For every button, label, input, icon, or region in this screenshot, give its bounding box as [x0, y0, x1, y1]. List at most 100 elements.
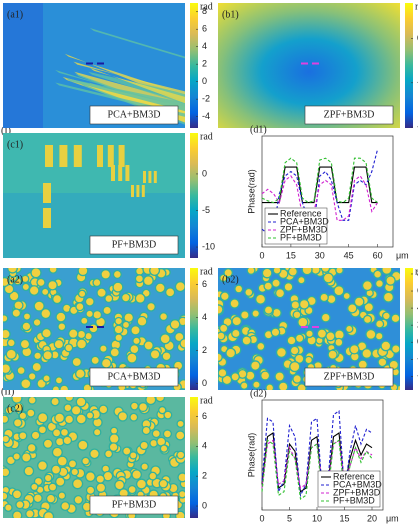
- cell: [104, 294, 114, 304]
- cell: [43, 473, 53, 483]
- colorbar-unit: rad: [200, 395, 213, 406]
- cell: [334, 337, 344, 347]
- cell: [148, 471, 158, 481]
- cell: [120, 292, 131, 303]
- x-tick-label: 30: [315, 250, 325, 260]
- cell: [3, 363, 12, 375]
- panel-label: (a1): [7, 9, 23, 20]
- cell: [230, 372, 240, 382]
- cell: [11, 489, 23, 500]
- cell: [342, 291, 351, 301]
- cell: [113, 324, 124, 335]
- cell: [52, 293, 63, 305]
- cell: [362, 314, 373, 325]
- cell: [390, 313, 400, 324]
- cell: [263, 281, 273, 291]
- cell: [163, 410, 173, 420]
- cell: [174, 281, 185, 293]
- cell: [56, 455, 68, 467]
- bar-target: [45, 145, 53, 167]
- colorbar-unit: rad: [200, 266, 213, 277]
- cell: [141, 425, 151, 436]
- cell: [95, 474, 106, 484]
- cell: [28, 285, 40, 296]
- cell: [55, 476, 66, 487]
- cell: [129, 451, 138, 460]
- cell: [218, 323, 229, 333]
- cell: [3, 414, 10, 424]
- cell: [18, 411, 28, 421]
- cell: [382, 291, 395, 303]
- cell: [252, 380, 261, 389]
- cell: [165, 287, 176, 298]
- cell: [134, 292, 146, 304]
- cell: [19, 338, 31, 350]
- cell: [71, 478, 84, 490]
- cell: [134, 274, 144, 284]
- colorbar-tick-label: 2: [202, 471, 207, 481]
- cell: [84, 471, 96, 483]
- colorbar-tick-label: 4: [202, 312, 207, 322]
- cell: [76, 329, 87, 340]
- cell: [143, 340, 154, 351]
- cell: [30, 482, 39, 492]
- cell: [388, 359, 400, 371]
- cell: [333, 285, 345, 297]
- cell: [265, 383, 275, 390]
- cell: [64, 414, 75, 425]
- cell: [250, 360, 261, 371]
- group-label: (II): [1, 386, 14, 397]
- cell: [239, 310, 250, 320]
- cell: [53, 338, 65, 350]
- cell: [50, 397, 60, 407]
- cell: [361, 348, 373, 359]
- cell: [51, 428, 62, 438]
- cell: [85, 411, 95, 420]
- cell: [98, 404, 109, 415]
- cell: [22, 312, 32, 321]
- cell: [21, 321, 32, 332]
- cell: [85, 485, 96, 495]
- colorbar: [405, 3, 413, 128]
- cell: [261, 268, 273, 279]
- x-tick-label: 15: [339, 513, 349, 523]
- cell: [5, 348, 17, 360]
- bar-target: [43, 208, 51, 228]
- colorbar-tick-label: 6: [202, 24, 207, 34]
- cell: [149, 268, 161, 277]
- cell: [327, 349, 338, 360]
- cell: [16, 365, 26, 376]
- cell: [298, 298, 310, 310]
- cell: [109, 347, 120, 358]
- cell: [162, 429, 173, 439]
- colorbar-tick-label: 8: [202, 6, 207, 16]
- bar-target: [131, 185, 134, 197]
- cell: [374, 331, 384, 341]
- cell: [3, 328, 11, 340]
- colorbar: [190, 133, 198, 258]
- cell: [287, 268, 298, 277]
- x-tick-label: 0: [259, 250, 264, 260]
- cell: [158, 478, 169, 489]
- cell: [64, 343, 74, 353]
- cell: [218, 304, 224, 315]
- cell: [64, 397, 75, 402]
- cell: [41, 327, 52, 339]
- x-tick-label: 20: [367, 513, 377, 523]
- cell: [270, 327, 281, 338]
- cell: [77, 439, 89, 451]
- cell: [129, 401, 139, 411]
- cell: [176, 450, 185, 460]
- cell: [305, 329, 314, 339]
- cell: [12, 452, 21, 461]
- streak: [89, 67, 185, 104]
- caption: PF+BM3D: [112, 499, 157, 510]
- colorbar: [190, 397, 198, 518]
- cell: [50, 464, 62, 475]
- cell: [108, 442, 119, 453]
- cell: [92, 309, 103, 320]
- cell: [36, 277, 46, 288]
- colorbar-tick-label: -4: [202, 111, 210, 121]
- cell: [275, 346, 287, 358]
- x-tick-label: 60: [373, 250, 383, 260]
